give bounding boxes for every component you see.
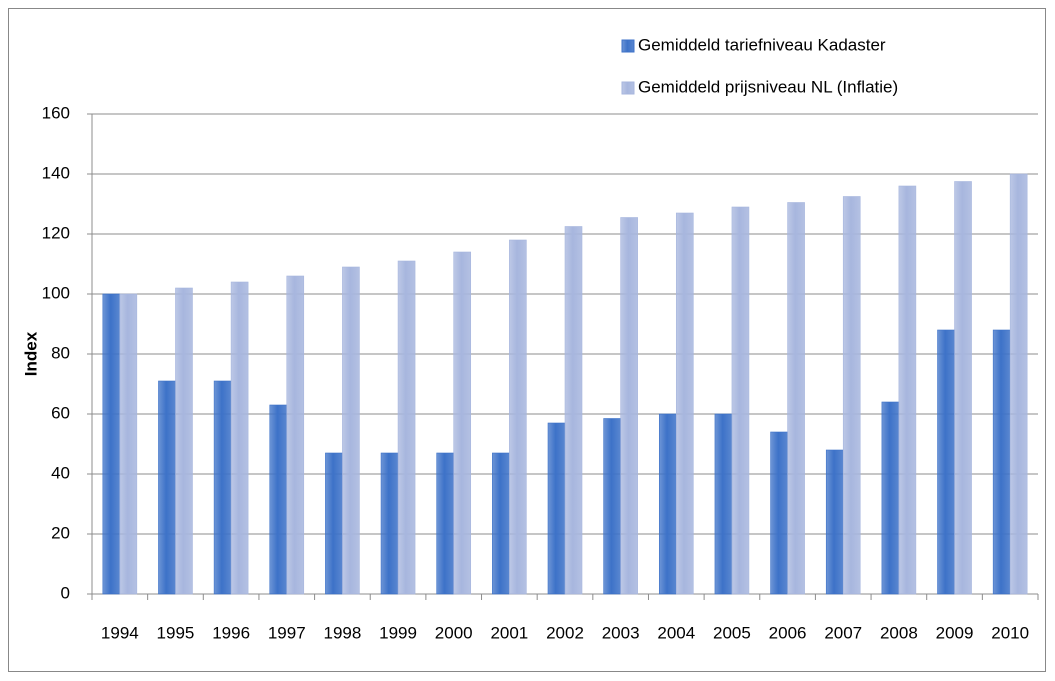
x-tick-label: 1994 xyxy=(101,623,139,642)
y-tick-label: 100 xyxy=(42,283,70,302)
x-tick-label: 2010 xyxy=(991,623,1029,642)
bar xyxy=(325,452,343,595)
bar xyxy=(175,287,193,595)
y-tick-label: 160 xyxy=(42,103,70,122)
bar xyxy=(213,380,232,595)
bar xyxy=(770,431,788,595)
bar xyxy=(898,185,917,595)
bar xyxy=(436,452,455,595)
x-tick-label: 2007 xyxy=(824,623,862,642)
bar xyxy=(119,293,138,595)
bar xyxy=(842,196,861,595)
x-tick-label: 2005 xyxy=(713,623,751,642)
x-tick-label: 2004 xyxy=(657,623,695,642)
x-tick-label: 2008 xyxy=(880,623,918,642)
legend-label: Gemiddeld prijsniveau NL (Inflatie) xyxy=(638,77,898,96)
bar xyxy=(397,260,416,595)
bar xyxy=(881,401,900,595)
bar xyxy=(825,449,844,595)
bar xyxy=(937,329,955,595)
bar xyxy=(158,380,176,595)
bar xyxy=(564,226,583,595)
bar xyxy=(787,202,805,595)
bar xyxy=(453,251,472,595)
y-tick-label: 0 xyxy=(61,583,70,602)
bar xyxy=(230,281,249,595)
y-tick-label: 120 xyxy=(42,223,70,242)
bar xyxy=(1009,173,1028,595)
bar xyxy=(731,206,750,595)
bar xyxy=(620,217,638,595)
x-tick-label: 1997 xyxy=(268,623,306,642)
bar xyxy=(992,329,1011,595)
x-tick-label: 2000 xyxy=(435,623,473,642)
x-tick-label: 1998 xyxy=(323,623,361,642)
bar xyxy=(603,418,621,595)
x-tick-label: 2002 xyxy=(546,623,584,642)
bar xyxy=(286,275,305,595)
legend-label: Gemiddeld tariefniveau Kadaster xyxy=(638,35,886,54)
y-tick-label: 40 xyxy=(51,463,70,482)
y-tick-label: 80 xyxy=(51,343,70,362)
bar xyxy=(509,239,527,595)
bar xyxy=(269,404,288,595)
bar xyxy=(380,452,399,595)
x-tick-label: 2006 xyxy=(769,623,807,642)
x-tick-label: 1999 xyxy=(379,623,417,642)
x-tick-label: 2001 xyxy=(490,623,528,642)
y-tick-label: 60 xyxy=(51,403,70,422)
x-tick-label: 2009 xyxy=(936,623,974,642)
x-tick-label: 1995 xyxy=(157,623,195,642)
bar xyxy=(714,413,733,595)
bar xyxy=(342,266,360,595)
bar xyxy=(954,181,972,595)
x-tick-label: 1996 xyxy=(212,623,250,642)
legend-swatch xyxy=(621,39,635,53)
bar xyxy=(675,212,694,595)
bar xyxy=(547,422,566,595)
bar xyxy=(658,413,677,595)
y-tick-label: 140 xyxy=(42,163,70,182)
y-axis-label: Index xyxy=(21,331,40,376)
bar xyxy=(492,452,510,595)
legend-swatch xyxy=(621,81,635,95)
x-tick-label: 2003 xyxy=(602,623,640,642)
bar xyxy=(102,293,121,595)
y-tick-label: 20 xyxy=(51,523,70,542)
